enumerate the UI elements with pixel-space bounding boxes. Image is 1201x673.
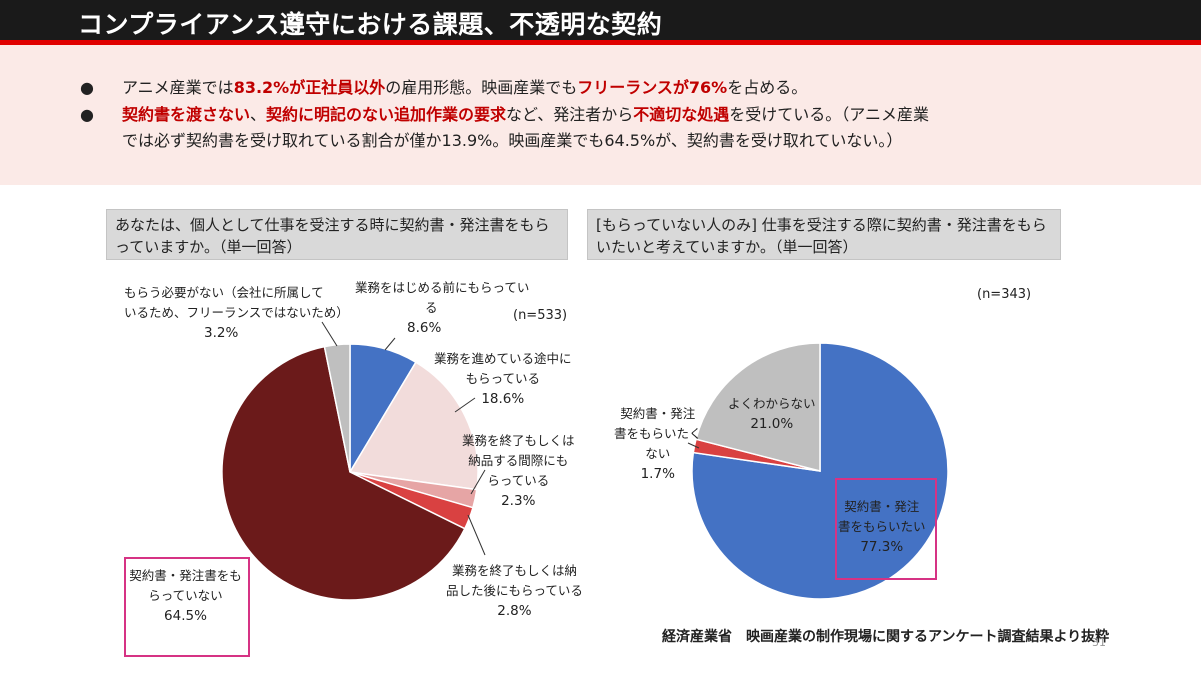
- label-line: 業務を終了もしくは: [462, 433, 575, 448]
- page-title: コンプライアンス遵守における課題、不透明な契約: [78, 10, 663, 39]
- label-line: ない: [645, 446, 671, 461]
- text-run: 、: [250, 105, 267, 124]
- leader-line: [470, 469, 486, 495]
- right-pie-chart: [691, 342, 949, 600]
- slice-value: 8.6%: [407, 320, 442, 336]
- slice-label-after-delivery: 業務を終了もしくは納 品した後にもらっている 2.8%: [446, 561, 583, 621]
- highlight-text: 83.2%が正社員以外: [233, 78, 386, 97]
- summary-panel: ● アニメ産業では83.2%が正社員以外の雇用形態。映画産業でもフリーランスが7…: [0, 45, 1201, 185]
- text-run: を占める。: [727, 78, 808, 97]
- slice-value: 18.6%: [481, 391, 525, 407]
- slice-value: 77.3%: [860, 539, 904, 555]
- text-run: の雇用形態。映画産業でも: [385, 78, 578, 97]
- slice-value: 64.5%: [164, 608, 207, 624]
- label-line: 書をもらいたく: [614, 426, 702, 441]
- label-line: らっている: [487, 473, 550, 488]
- left-n-label: (n=533): [513, 308, 568, 323]
- right-pie-slice-0: [691, 342, 949, 600]
- slice-value: 1.7%: [640, 466, 675, 482]
- slice-label-during-work: 業務を進めている途中に もらっている 18.6%: [434, 349, 572, 409]
- slice-label-not-needed: もらう必要がない（会社に所属して いるため、フリーランスではないため） 3.2%: [124, 283, 349, 343]
- label-line: よくわからない: [728, 396, 816, 411]
- right-pie-slice-2: [695, 342, 821, 472]
- page-number: 31: [1092, 636, 1106, 649]
- bullet-text: 契約書を渡さない、契約に明記のない追加作業の要求など、発注者から不適切な処遇を受…: [122, 102, 1162, 154]
- label-line: 契約書・発注: [620, 406, 696, 421]
- label-line: 契約書・発注: [844, 499, 920, 514]
- title-divider: [0, 40, 1201, 45]
- label-line: 業務を終了もしくは納: [451, 563, 577, 578]
- highlight-text: 契約書を渡さない: [122, 105, 251, 124]
- left-pie-slice-4: [221, 345, 466, 601]
- slice-label-near-delivery: 業務を終了もしくは 納品する間際にも らっている 2.3%: [462, 431, 575, 511]
- label-line: 書をもらいたい: [838, 519, 926, 534]
- bullet-dot: ●: [80, 105, 94, 124]
- text-run: など、発注者から: [506, 105, 634, 124]
- slice-label-dont-want: 契約書・発注 書をもらいたく ない 1.7%: [614, 404, 702, 484]
- highlight-text: 不適切な処遇: [633, 105, 730, 124]
- source-note: 経済産業省 映画産業の制作現場に関するアンケート調査結果より抜粋: [662, 629, 1110, 645]
- slice-label-before-start: 業務をはじめる前にもらってい る 8.6%: [355, 278, 529, 338]
- left-pie-slice-1: [348, 361, 479, 491]
- bullet-text: アニメ産業では83.2%が正社員以外の雇用形態。映画産業でもフリーランスが76%…: [122, 75, 1162, 101]
- label-line: 業務をはじめる前にもらってい: [355, 280, 530, 295]
- leader-line: [454, 397, 476, 413]
- left-pie-chart: [221, 343, 479, 601]
- label-line: 契約書・発注書をも: [129, 568, 242, 583]
- left-pie-slice-5: [323, 343, 351, 473]
- highlight-box-right: [835, 478, 937, 580]
- leader-lines: [321, 321, 700, 556]
- label-line: らっていない: [148, 588, 223, 603]
- slice-value: 3.2%: [204, 325, 239, 341]
- left-chart-title: あなたは、個人として仕事を受注する時に契約書・発注書をもらっていますか。（単一回…: [106, 209, 568, 260]
- slice-label-want: 契約書・発注 書をもらいたい 77.3%: [838, 497, 926, 557]
- slice-value: 2.8%: [497, 603, 532, 619]
- highlight-box-left: [124, 557, 250, 657]
- slice-value: 2.3%: [501, 493, 536, 509]
- bullet-dot: ●: [80, 78, 94, 97]
- label-line: もらう必要がない（会社に所属して: [124, 285, 324, 300]
- text-run: では必ず契約書を受け取れている割合が僅か13.9%。映画産業でも64.5%が、契…: [122, 131, 903, 150]
- leader-line: [321, 321, 338, 347]
- label-line: いるため、フリーランスではないため）: [124, 305, 349, 320]
- label-line: る: [425, 300, 438, 315]
- text-run: を受けている。（アニメ産業: [729, 105, 929, 124]
- text-run: アニメ産業では: [122, 78, 234, 97]
- right-chart-title: [もらっていない人のみ] 仕事を受注する際に契約書・発注書をもらいたいと考えてい…: [587, 209, 1061, 260]
- slice-value: 21.0%: [750, 416, 794, 432]
- leader-line: [687, 442, 700, 449]
- highlight-text: 契約に明記のない追加作業の要求: [266, 105, 507, 124]
- label-line: 納品する間際にも: [468, 453, 569, 468]
- leader-line: [384, 337, 396, 351]
- title-bar: コンプライアンス遵守における課題、不透明な契約: [0, 0, 1201, 40]
- slice-label-not-received: 契約書・発注書をも らっていない 64.5%: [128, 566, 243, 626]
- label-line: 業務を進めている途中に: [434, 351, 572, 366]
- slice-label-unsure: よくわからない 21.0%: [728, 394, 816, 434]
- right-n-label: (n=343): [977, 287, 1032, 302]
- leader-line: [467, 514, 486, 556]
- label-line: 品した後にもらっている: [446, 583, 583, 598]
- highlight-text: フリーランスが76%: [577, 78, 728, 97]
- label-line: もらっている: [465, 371, 540, 386]
